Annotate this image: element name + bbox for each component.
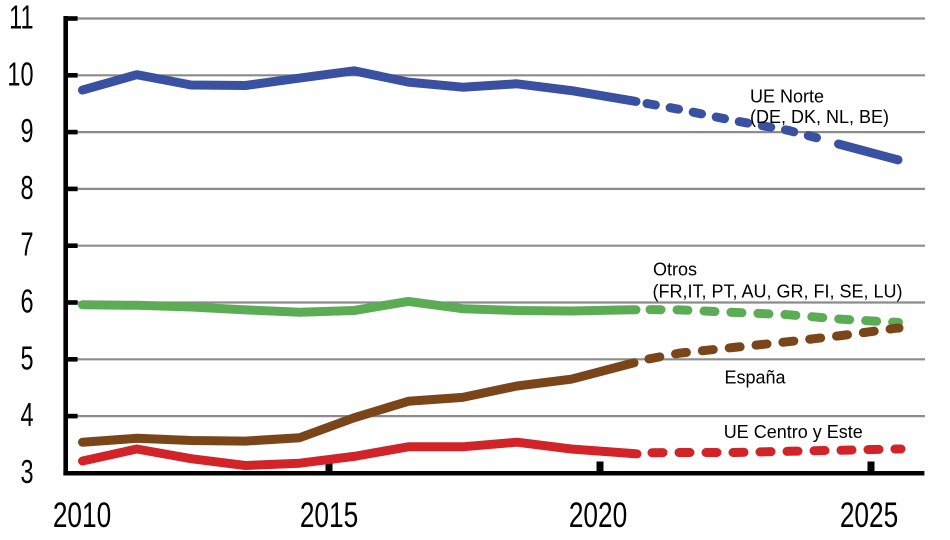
svg-text:11: 11 <box>9 0 33 37</box>
svg-text:10: 10 <box>7 56 33 93</box>
svg-text:8: 8 <box>20 170 33 207</box>
svg-text:7: 7 <box>20 227 33 264</box>
svg-text:2025: 2025 <box>840 495 898 535</box>
svg-text:UE Centro y Este: UE Centro y Este <box>724 422 863 442</box>
svg-text:9: 9 <box>20 113 33 150</box>
svg-text:(FR,IT, PT, AU, GR, FI, SE, LU: (FR,IT, PT, AU, GR, FI, SE, LU) <box>653 282 903 302</box>
svg-text:5: 5 <box>20 340 33 377</box>
svg-text:2015: 2015 <box>300 495 358 535</box>
svg-text:(DE, DK, NL, BE): (DE, DK, NL, BE) <box>750 107 889 127</box>
svg-text:2020: 2020 <box>569 495 627 535</box>
svg-text:2010: 2010 <box>53 495 111 535</box>
svg-text:Otros: Otros <box>653 260 697 280</box>
svg-text:4: 4 <box>20 397 33 434</box>
svg-text:3: 3 <box>20 454 33 491</box>
svg-text:6: 6 <box>20 284 33 321</box>
svg-text:España: España <box>725 367 787 387</box>
svg-text:UE Norte: UE Norte <box>750 87 824 107</box>
